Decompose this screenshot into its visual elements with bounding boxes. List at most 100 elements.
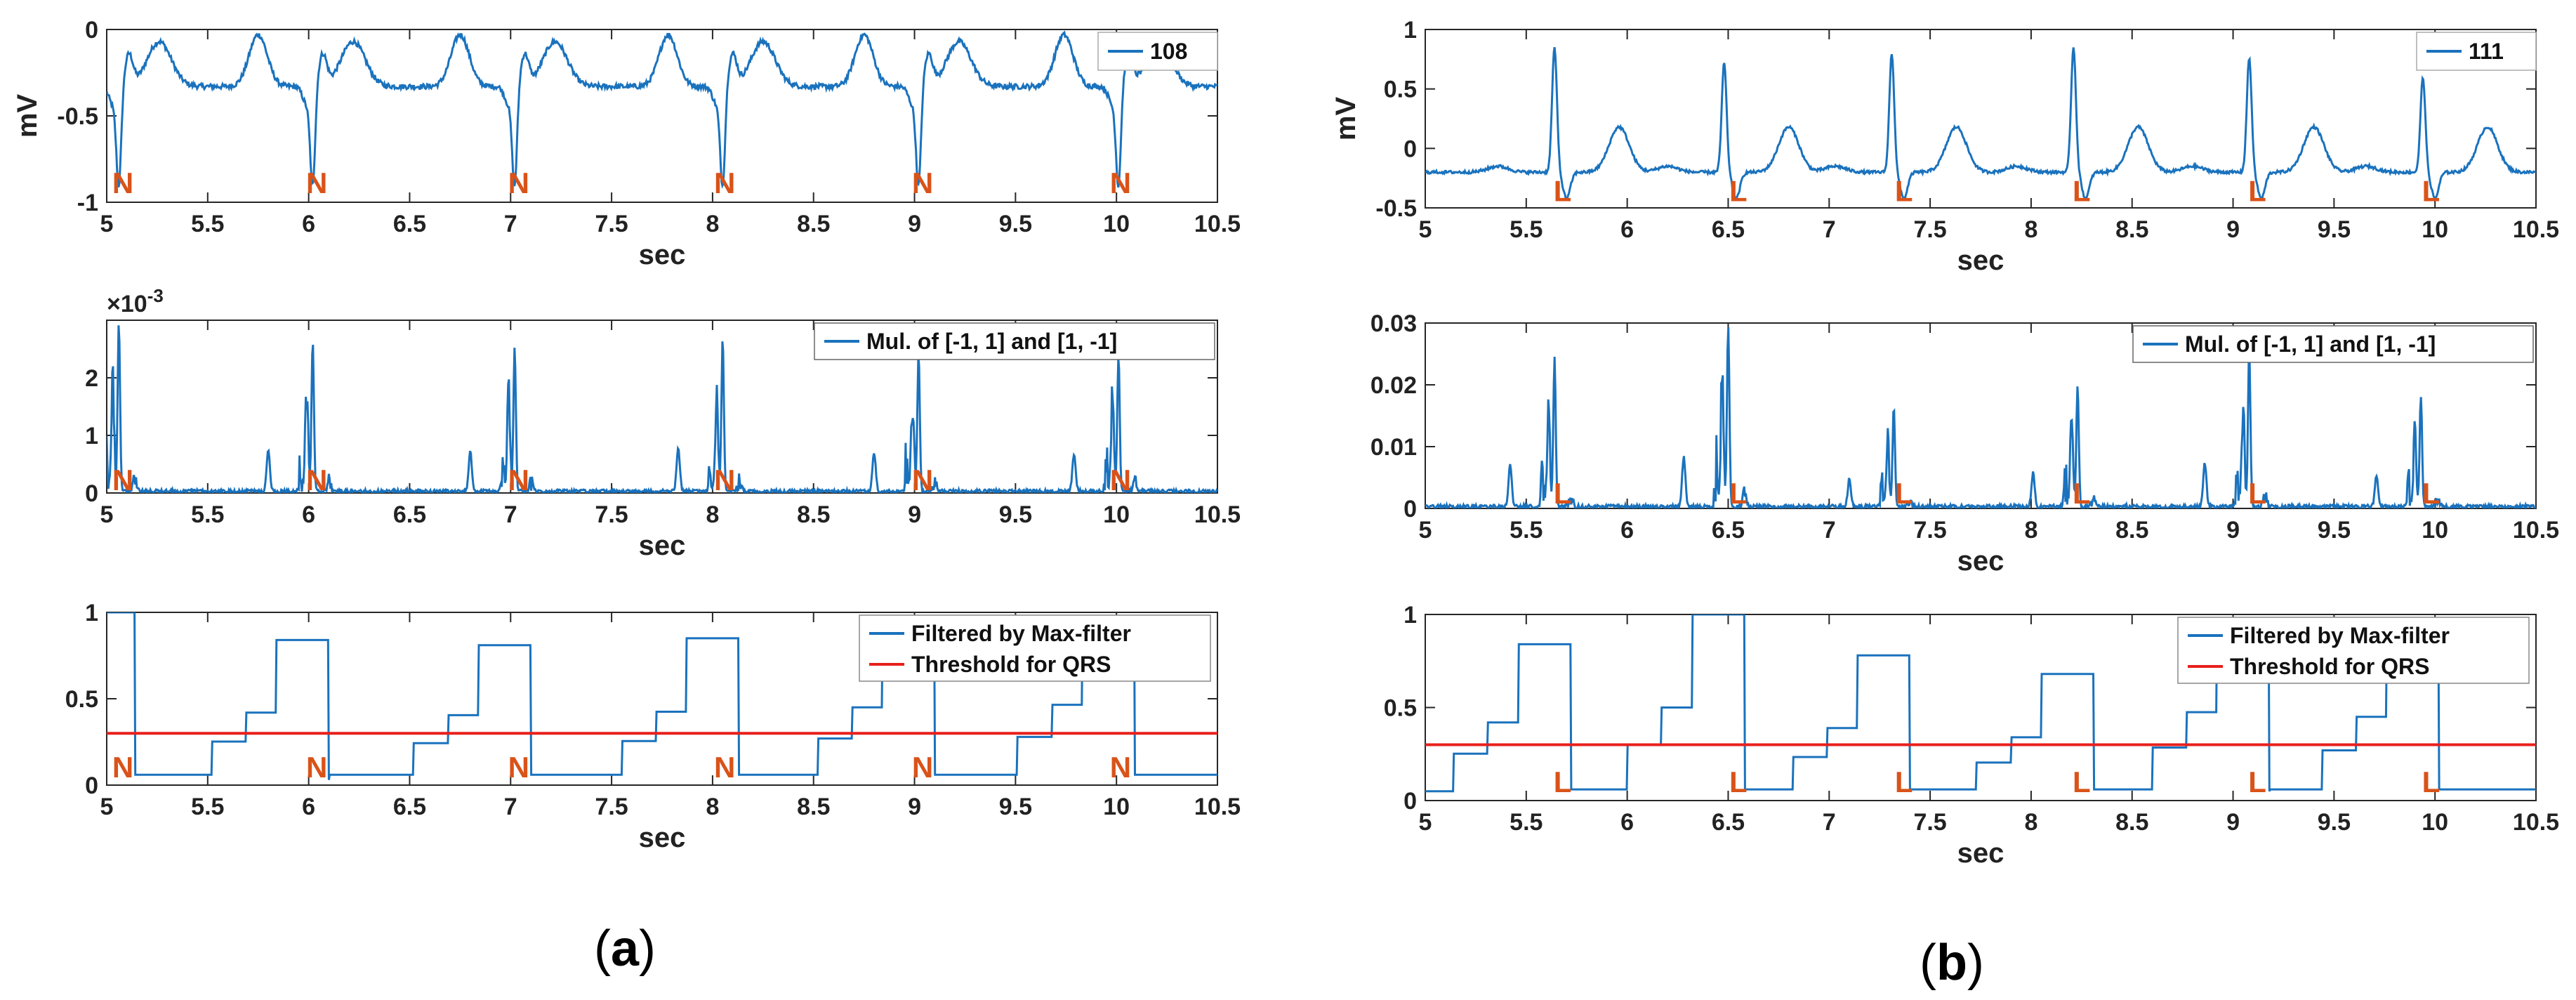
x-tick-label: 8: [706, 794, 719, 820]
x-tick-label: 5: [100, 501, 114, 528]
beat-label: L: [2248, 765, 2266, 798]
panel-a2: 5 5.5 6 6.5 7 7.5 8 8.5 9 9.5 10 10.5 0 1 2 sec ×10-3 N N N…: [85, 285, 1241, 561]
beat-label: L: [2073, 174, 2091, 207]
caption-b: (b): [1920, 935, 1984, 991]
legend-label-threshold: Threshold for QRS: [2230, 654, 2429, 679]
beat-label: N: [1110, 751, 1131, 784]
beat-label: N: [912, 166, 933, 199]
x-axis-label: sec: [639, 239, 686, 270]
x-tick-label: 5: [100, 211, 114, 237]
beat-label: L: [1895, 765, 1913, 798]
panel-b3: 5 5.5 6 6.5 7 7.5 8 8.5 9 9.5 10 10.5 0 0.5 1 sec L L L L L L…: [1384, 602, 2559, 869]
y-tick-label: -1: [77, 190, 98, 216]
legend: [2177, 617, 2530, 684]
x-tick-label: 10.5: [2513, 216, 2559, 243]
beat-label: L: [1729, 174, 1748, 207]
y-tick-label: -0.5: [1375, 195, 1417, 222]
beat-label: L: [1554, 174, 1572, 207]
beat-label: L: [2422, 765, 2440, 798]
x-tick-label: 8: [706, 211, 719, 237]
x-tick-label: 9: [908, 211, 921, 237]
x-tick-label: 7: [1823, 809, 1836, 836]
x-tick-label: 9: [908, 794, 921, 820]
x-tick-label: 8.5: [797, 794, 830, 820]
x-tick-label: 5: [1419, 216, 1432, 243]
series-line: [107, 30, 1217, 189]
x-tick-label: 8.5: [2115, 809, 2148, 836]
x-tick-label: 5: [1419, 517, 1432, 544]
x-axis-label: sec: [1957, 245, 2004, 276]
x-tick-label: 9.5: [999, 794, 1032, 820]
y-tick-label: 0.01: [1370, 434, 1417, 461]
x-tick-label: 7.5: [1913, 809, 1946, 836]
legend-label: Mul. of [-1, 1] and [1, -1]: [2185, 331, 2436, 357]
x-tick-label: 6: [1620, 809, 1634, 836]
y-tick-label: 1: [85, 600, 98, 626]
beat-label: N: [912, 751, 933, 784]
series-line: [1425, 327, 2536, 508]
beat-label: N: [714, 166, 735, 199]
x-tick-label: 6.5: [1712, 216, 1745, 243]
x-tick-label: 6.5: [393, 794, 426, 820]
series-line: [1425, 46, 2536, 200]
series-line: [107, 612, 1217, 780]
x-tick-label: 6: [1620, 517, 1634, 544]
y-tick-label: 0.5: [1384, 77, 1417, 103]
x-tick-label: 5.5: [191, 794, 224, 820]
x-tick-label: 6.5: [1712, 517, 1745, 544]
beat-label: L: [2248, 477, 2266, 510]
x-tick-label: 7.5: [595, 794, 628, 820]
x-tick-label: 10.5: [1194, 211, 1241, 237]
panel-b1: 5 5.5 6 6.5 7 7.5 8 8.5 9 9.5 10 10.5 -0.5 0 0.5 1 sec mV…: [1330, 17, 2559, 276]
beat-label: N: [306, 751, 327, 784]
beat-label: L: [2073, 477, 2091, 510]
y-axis-label: mV: [12, 94, 43, 138]
legend: [2132, 325, 2534, 363]
beat-label: L: [1895, 477, 1913, 510]
legend-label: Mul. of [-1, 1] and [1, -1]: [866, 329, 1117, 354]
x-tick-label: 9.5: [999, 501, 1032, 528]
beat-label: N: [912, 463, 933, 496]
beat-label: L: [2073, 765, 2091, 798]
series-line: [107, 325, 1217, 493]
x-tick-label: 10: [2422, 216, 2448, 243]
y-tick-label: 0: [85, 17, 98, 44]
x-tick-label: 8.5: [2115, 517, 2148, 544]
x-tick-label: 6: [1620, 216, 1634, 243]
x-tick-label: 5.5: [1510, 216, 1543, 243]
legend-label: 108: [1150, 39, 1187, 64]
y-exponent-label: ×10-3: [107, 285, 164, 317]
beat-label: N: [508, 463, 529, 496]
x-tick-label: 5.5: [191, 501, 224, 528]
x-tick-label: 6.5: [1712, 809, 1745, 836]
beat-label: N: [112, 166, 133, 199]
x-tick-label: 9.5: [2318, 809, 2351, 836]
x-axis-label: sec: [639, 530, 686, 561]
beat-label: N: [508, 751, 529, 784]
x-tick-label: 10: [1103, 211, 1130, 237]
x-tick-label: 9.5: [2318, 216, 2351, 243]
x-tick-label: 7.5: [1913, 216, 1946, 243]
beat-label: N: [714, 751, 735, 784]
legend-label: Filtered by Max-filter: [2230, 623, 2450, 648]
x-tick-label: 7: [504, 501, 517, 528]
x-tick-label: 8: [2024, 809, 2037, 836]
beat-label: L: [1729, 477, 1748, 510]
x-tick-label: 7: [504, 794, 517, 820]
beat-label: L: [1895, 174, 1913, 207]
beat-label: L: [1554, 765, 1572, 798]
x-tick-label: 5.5: [1510, 809, 1543, 836]
x-tick-label: 9: [2226, 216, 2240, 243]
legend-label-threshold: Threshold for QRS: [911, 652, 1111, 677]
legend-label: 111: [2469, 39, 2504, 64]
x-tick-label: 5.5: [1510, 517, 1543, 544]
y-tick-label: 1: [1403, 602, 1417, 629]
x-tick-label: 8.5: [797, 501, 830, 528]
x-tick-label: 10: [2422, 809, 2448, 836]
x-tick-label: 10.5: [2513, 809, 2559, 836]
x-tick-label: 8: [2024, 517, 2037, 544]
x-tick-label: 10: [1103, 794, 1130, 820]
x-tick-label: 5.5: [191, 211, 224, 237]
beat-label: L: [1729, 765, 1748, 798]
